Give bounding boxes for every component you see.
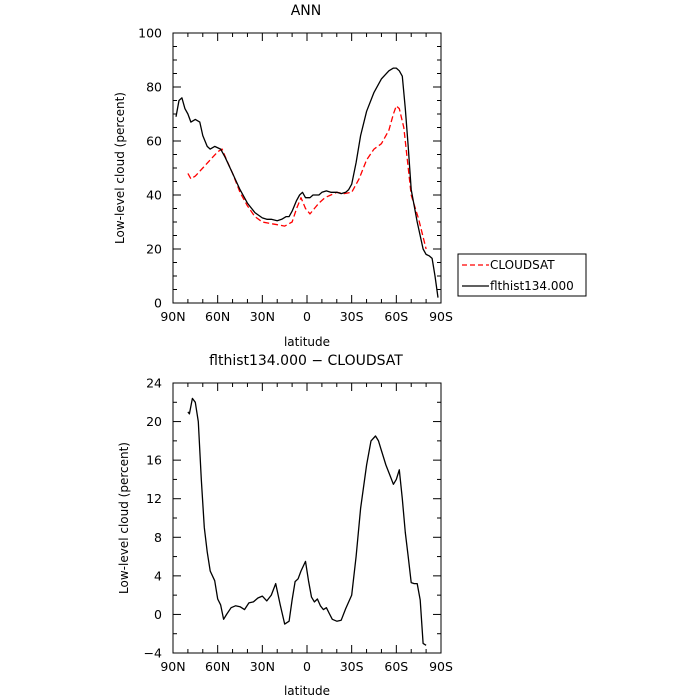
y-tick-label: 20 [146, 242, 162, 257]
y-tick-label: 80 [146, 80, 162, 95]
bottom-chart-series [187, 397, 427, 646]
bottom-chart-x-tick-labels: 90N 60N 30N 0 30S 60S 90S [160, 659, 453, 674]
top-chart-x-axis-label: latitude [284, 335, 330, 349]
x-tick-label: 30S [340, 309, 364, 324]
top-chart: ANN 90N 60N 30N 0 30S 60S 90S 0 20 40 60 80 100 lat… [113, 3, 587, 349]
x-tick-label: 60S [384, 659, 408, 674]
series-line-cloudsat [187, 105, 427, 250]
y-tick-label: 100 [138, 26, 162, 41]
legend-cloudsat-label: CLOUDSAT [490, 258, 555, 272]
top-chart-y-axis-label: Low-level cloud (percent) [113, 92, 127, 244]
y-tick-label: 4 [154, 568, 162, 583]
y-tick-label: 16 [146, 453, 162, 468]
bottom-chart-x-axis-label: latitude [284, 684, 330, 698]
bottom-chart-y-axis-label: Low-level cloud (percent) [117, 442, 131, 594]
bottom-chart-ticks [172, 382, 442, 654]
x-tick-label: 90N [160, 659, 185, 674]
bottom-chart-title: flthist134.000 − CLOUDSAT [209, 353, 403, 369]
y-tick-label: 24 [146, 376, 162, 391]
x-tick-label: 30N [250, 309, 275, 324]
legend-box [457, 253, 587, 297]
x-tick-label: 60S [384, 309, 408, 324]
top-chart-title: ANN [291, 3, 322, 19]
bottom-chart: flthist134.000 − CLOUDSAT 90N 60N 30N 0 30S 6… [117, 353, 453, 698]
top-chart-y-tick-labels: 0 20 40 60 80 100 [138, 26, 162, 311]
top-chart-series [175, 67, 439, 298]
x-tick-label: 0 [303, 659, 311, 674]
top-chart-ticks [172, 32, 442, 304]
x-tick-label: 90N [160, 309, 185, 324]
bottom-chart-frame [172, 382, 442, 654]
y-tick-label: 8 [154, 530, 162, 545]
x-tick-label: 30S [340, 659, 364, 674]
legend-model-label: flthist134.000 [490, 279, 574, 293]
x-tick-label: 0 [303, 309, 311, 324]
bottom-chart-y-tick-labels: −4 0 4 8 12 16 20 24 [144, 376, 162, 661]
x-tick-label: 60N [205, 659, 230, 674]
top-chart-x-tick-labels: 90N 60N 30N 0 30S 60S 90S [160, 309, 453, 324]
series-line-difference [187, 397, 427, 646]
series-line-flthist134-000 [175, 67, 439, 298]
x-tick-label: 60N [205, 309, 230, 324]
y-tick-label: 20 [146, 414, 162, 429]
x-tick-label: 30N [250, 659, 275, 674]
y-tick-label: 0 [154, 607, 162, 622]
y-tick-label: 40 [146, 188, 162, 203]
y-tick-label: 0 [154, 296, 162, 311]
y-tick-label: −4 [144, 646, 162, 661]
x-tick-label: 90S [429, 309, 453, 324]
y-tick-label: 60 [146, 134, 162, 149]
x-tick-label: 90S [429, 659, 453, 674]
top-chart-legend: CLOUDSAT flthist134.000 [457, 253, 587, 297]
y-tick-label: 12 [146, 491, 162, 506]
